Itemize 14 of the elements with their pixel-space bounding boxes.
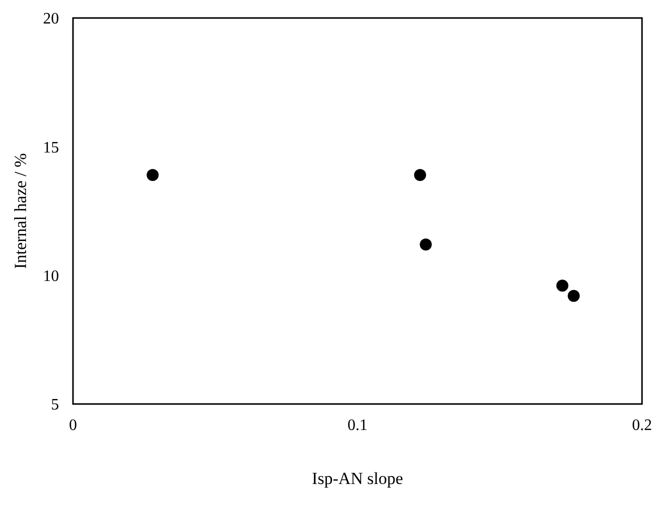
point bbox=[420, 238, 432, 250]
y-tick-label: 10 bbox=[43, 268, 59, 285]
x-tick-label: 0.1 bbox=[348, 417, 368, 434]
y-axis-title: Internal haze / % bbox=[11, 153, 30, 269]
y-tick-label: 5 bbox=[51, 396, 59, 414]
point bbox=[556, 280, 568, 292]
point bbox=[146, 168, 159, 181]
y-tick-label: 20 bbox=[43, 10, 59, 28]
point bbox=[414, 168, 426, 181]
x-tick-label: 0 bbox=[69, 417, 77, 434]
x-axis-title: Isp-AN slope bbox=[312, 469, 404, 488]
x-tick-label: 0.2 bbox=[632, 417, 652, 434]
point bbox=[568, 290, 580, 302]
y-tick-label: 15 bbox=[43, 139, 59, 156]
